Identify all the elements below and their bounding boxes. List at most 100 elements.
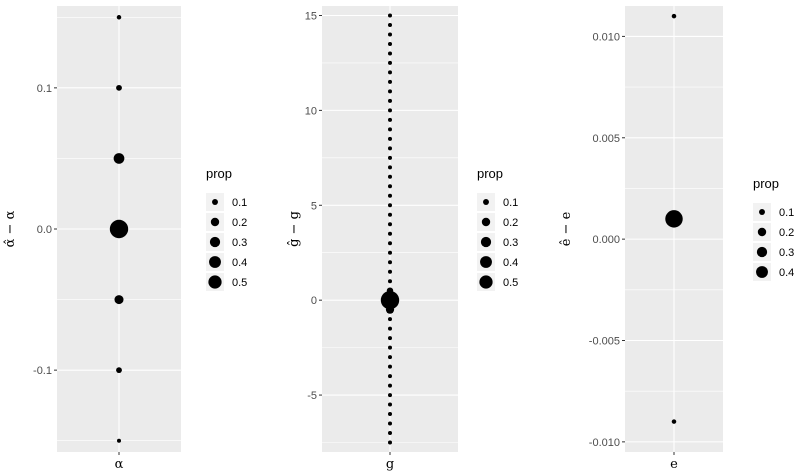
y-tick-label: -0.005	[589, 336, 620, 348]
legend-label: 0.2	[503, 217, 518, 229]
y-tick-label: 15	[305, 10, 317, 22]
data-point	[116, 367, 122, 374]
legend-label: 0.1	[779, 207, 794, 219]
legend-label: 0.1	[232, 197, 247, 209]
legend-label: 0.2	[779, 227, 794, 239]
data-point	[388, 108, 392, 113]
data-point	[388, 41, 392, 46]
data-point	[388, 260, 392, 265]
y-tick-label: -0.010	[589, 437, 620, 449]
y-tick-label: 0.0	[37, 224, 52, 236]
data-point	[388, 203, 392, 208]
data-point	[388, 412, 392, 417]
data-point	[388, 402, 392, 407]
data-point	[388, 13, 392, 18]
data-point	[388, 22, 392, 27]
legend-key-point	[756, 266, 768, 278]
data-point	[388, 383, 392, 388]
data-point	[388, 193, 392, 198]
data-point	[388, 117, 392, 122]
data-point	[388, 250, 392, 255]
data-point	[388, 51, 392, 56]
data-point	[388, 60, 392, 65]
data-point	[388, 421, 392, 426]
y-tick-label: 0.1	[37, 83, 52, 95]
legend-key-point	[756, 246, 768, 258]
x-axis-title: e	[670, 457, 678, 472]
data-point	[388, 155, 392, 160]
legend-label: 0.5	[503, 277, 518, 289]
legend-key-point	[480, 256, 492, 268]
data-point	[388, 317, 392, 322]
x-axis-title: g	[386, 457, 394, 472]
data-point	[388, 212, 392, 217]
data-point	[388, 431, 392, 436]
legend-key-point	[759, 209, 765, 215]
data-point	[388, 374, 392, 379]
legend-key-point	[212, 199, 218, 205]
y-axis-title: ê − e	[559, 211, 574, 246]
data-point	[117, 438, 121, 443]
x-axis-title: α	[115, 457, 124, 472]
y-tick-label: 0	[311, 295, 317, 307]
data-point	[388, 146, 392, 151]
data-point	[388, 222, 392, 227]
legend-label: 0.4	[232, 257, 247, 269]
legend-title: prop	[206, 166, 232, 181]
data-point	[116, 15, 122, 20]
y-axis-title: ĝ − g	[287, 211, 302, 247]
data-point	[388, 440, 392, 445]
data-point	[114, 295, 124, 305]
legend-key-point	[483, 199, 489, 205]
data-point	[388, 184, 392, 189]
data-point	[388, 326, 392, 331]
data-point	[116, 84, 122, 91]
data-point	[388, 231, 392, 236]
legend-label: 0.4	[503, 257, 518, 269]
data-point	[388, 241, 392, 246]
y-tick-label: -5	[307, 390, 317, 402]
y-axis-title: α̂ − α	[3, 210, 18, 247]
legend-key-point	[480, 236, 492, 248]
legend-key-point	[481, 217, 491, 227]
legend-title: prop	[477, 166, 503, 181]
data-point	[388, 79, 392, 84]
data-point	[388, 393, 392, 398]
panel-2: -5 0 5 10 15 g ĝ − g prop 0.1 0.2 0.3 0.4 0.5	[287, 6, 518, 472]
panel-3: -0.010 -0.005 0.000 0.005 0.010 e ê − e prop 0.1…	[559, 6, 794, 472]
legend-title: prop	[753, 176, 779, 191]
data-point	[388, 355, 392, 360]
data-point	[388, 32, 392, 37]
data-point	[388, 89, 392, 94]
panel-1: -0.1 0.0 0.1 α α̂ − α prop 0.1 0.2 0.3 0.4 0.5	[3, 6, 247, 472]
legend: prop 0.1 0.2 0.3 0.4	[753, 176, 794, 281]
legend-key-point	[209, 236, 221, 248]
legend-label: 0.1	[503, 197, 518, 209]
data-point	[109, 219, 129, 239]
y-tick-label: 0.000	[592, 234, 620, 246]
legend-key-point	[479, 275, 493, 289]
legend: prop 0.1 0.2 0.3 0.4 0.5	[206, 166, 247, 291]
legend-key-point	[209, 256, 221, 268]
data-point	[671, 419, 677, 424]
y-tick-label: 0.005	[592, 133, 620, 145]
data-point	[113, 153, 125, 164]
data-point	[388, 174, 392, 179]
y-tick-label: 5	[311, 200, 317, 212]
data-point	[388, 279, 392, 284]
data-point	[388, 364, 392, 369]
data-point	[380, 290, 400, 310]
legend-key-point	[208, 275, 222, 289]
legend-label: 0.3	[232, 237, 247, 249]
data-point	[388, 345, 392, 350]
data-point	[671, 13, 677, 19]
y-tick-label: 10	[305, 105, 317, 117]
legend-label: 0.5	[232, 277, 247, 289]
data-point	[388, 136, 392, 141]
y-tick-label: 0.010	[592, 31, 620, 43]
legend-label: 0.3	[503, 237, 518, 249]
data-point	[388, 98, 392, 103]
data-point	[388, 165, 392, 170]
data-point	[388, 127, 392, 132]
